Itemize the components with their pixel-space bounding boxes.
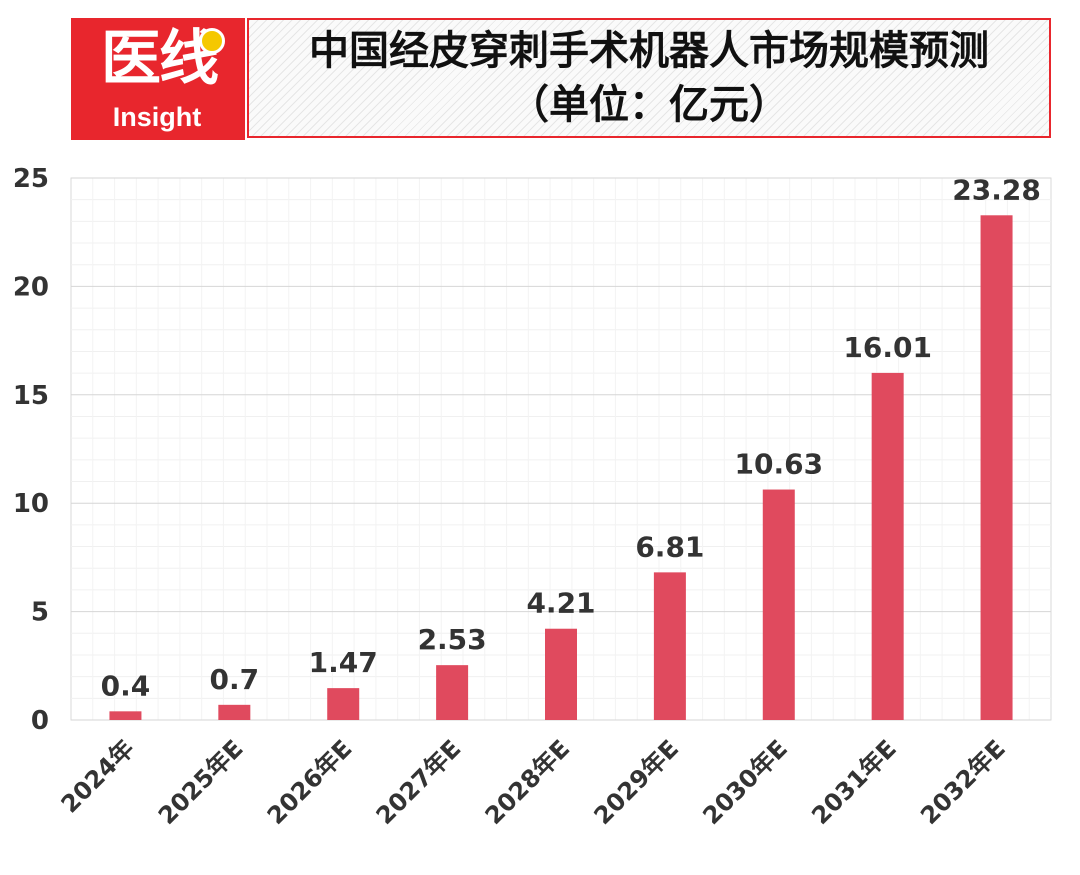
bar-value-label: 16.01 <box>843 331 932 364</box>
logo-dot-icon <box>199 28 225 54</box>
chart-unit-subtitle: （单位：亿元） <box>509 82 789 128</box>
x-tick-label: 2030年E <box>697 734 793 830</box>
chart-title-box: 中国经皮穿刺手术机器人市场规模预测 （单位：亿元） <box>247 18 1051 138</box>
x-tick-label: 2031年E <box>806 734 902 830</box>
bar <box>762 489 795 720</box>
y-tick-label: 25 <box>13 164 49 194</box>
logo-english-text: Insight <box>112 102 202 132</box>
brand-logo: 医线 Insight <box>71 18 245 140</box>
bar-value-label: 0.7 <box>210 663 260 696</box>
x-tick-label: 2025年E <box>153 734 249 830</box>
bar-value-label: 1.47 <box>309 646 378 679</box>
bar <box>109 711 142 720</box>
y-tick-label: 10 <box>13 489 49 519</box>
bar <box>980 215 1013 720</box>
bar-value-label: 0.4 <box>101 669 151 702</box>
bar-value-label: 4.21 <box>526 587 595 620</box>
x-tick-label: 2026年E <box>262 734 358 830</box>
bar-value-label: 2.53 <box>418 623 487 656</box>
bar-value-label: 23.28 <box>952 173 1041 206</box>
chart-bars <box>109 215 1013 720</box>
x-tick-label: 2029年E <box>589 734 685 830</box>
bar <box>871 372 904 720</box>
x-tick-label: 2027年E <box>371 734 467 830</box>
y-tick-label: 20 <box>13 272 49 302</box>
y-tick-label: 5 <box>31 598 49 628</box>
x-tick-label: 2032年E <box>915 734 1011 830</box>
bar <box>545 628 577 720</box>
x-tick-label: 2024年 <box>56 734 140 818</box>
bar <box>327 688 360 720</box>
y-tick-label: 15 <box>13 381 49 411</box>
x-axis: 2024年 2025年E 2026年E 2027年E 2028年E 2029年E 2030年… <box>56 734 1011 830</box>
bar <box>653 572 686 720</box>
x-tick-label: 2028年E <box>480 734 576 830</box>
bar <box>436 665 469 720</box>
bar-value-label: 6.81 <box>635 530 704 563</box>
chart-value-labels: 0.4 0.7 1.47 2.53 4.21 6.81 10.63 16.01 23.28 <box>101 173 1041 702</box>
bar-value-label: 10.63 <box>734 448 823 481</box>
y-tick-label: 0 <box>31 706 49 736</box>
y-axis: 0 5 10 15 20 25 <box>13 164 49 736</box>
chart-title: 中国经皮穿刺手术机器人市场规模预测 <box>309 28 989 74</box>
bar <box>218 704 251 720</box>
